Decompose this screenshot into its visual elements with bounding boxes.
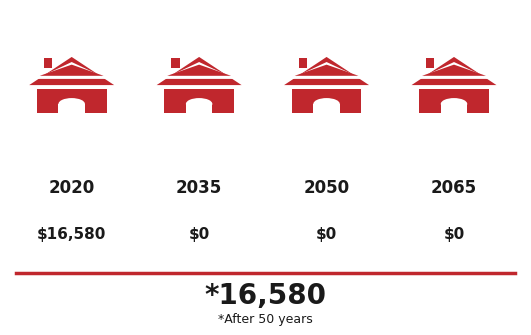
Polygon shape [418, 62, 490, 79]
Ellipse shape [441, 98, 467, 110]
Text: 2020: 2020 [48, 179, 95, 197]
FancyBboxPatch shape [164, 89, 234, 113]
Polygon shape [291, 62, 362, 79]
Polygon shape [412, 57, 496, 85]
FancyBboxPatch shape [292, 89, 362, 113]
FancyBboxPatch shape [44, 58, 52, 68]
Text: *16,580: *16,580 [204, 282, 327, 311]
FancyBboxPatch shape [298, 58, 307, 68]
Polygon shape [422, 65, 486, 76]
Ellipse shape [58, 98, 85, 110]
FancyBboxPatch shape [58, 104, 85, 113]
Ellipse shape [313, 98, 340, 110]
Polygon shape [157, 57, 242, 85]
Ellipse shape [186, 98, 212, 110]
FancyBboxPatch shape [171, 58, 179, 68]
Polygon shape [284, 57, 369, 85]
Text: *After 50 years: *After 50 years [218, 314, 313, 326]
Polygon shape [29, 57, 114, 85]
FancyBboxPatch shape [313, 104, 340, 113]
FancyBboxPatch shape [426, 58, 434, 68]
Polygon shape [36, 62, 107, 79]
Polygon shape [167, 65, 231, 76]
Polygon shape [40, 65, 104, 76]
FancyBboxPatch shape [419, 89, 489, 113]
Text: $0: $0 [443, 227, 465, 242]
Polygon shape [295, 65, 358, 76]
Text: 2050: 2050 [304, 179, 349, 197]
FancyBboxPatch shape [186, 104, 212, 113]
FancyBboxPatch shape [441, 104, 467, 113]
Text: 2065: 2065 [431, 179, 477, 197]
Text: 2035: 2035 [176, 179, 222, 197]
Text: $0: $0 [189, 227, 210, 242]
Text: $16,580: $16,580 [37, 227, 106, 242]
Polygon shape [164, 62, 235, 79]
FancyBboxPatch shape [37, 89, 107, 113]
Text: $0: $0 [316, 227, 337, 242]
